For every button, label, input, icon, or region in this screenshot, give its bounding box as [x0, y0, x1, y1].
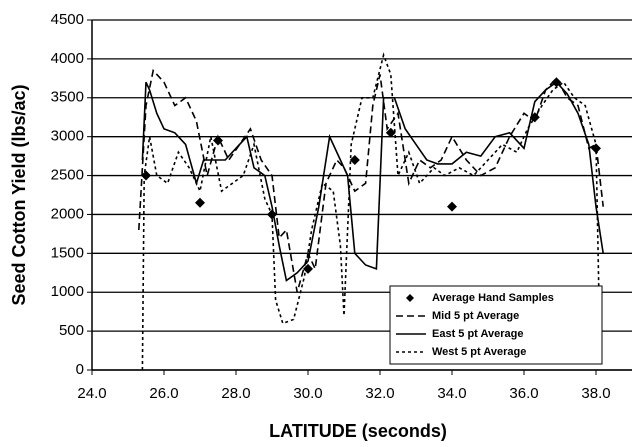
y-tick-label: 3000: [51, 128, 84, 145]
y-tick-label: 1000: [51, 283, 84, 300]
x-tick-label: 24.0: [77, 385, 106, 402]
x-tick-label: 30.0: [293, 385, 322, 402]
x-tick-label: 38.0: [581, 385, 610, 402]
y-tick-label: 1500: [51, 244, 84, 261]
marker: [349, 155, 360, 165]
y-tick-label: 0: [76, 361, 84, 378]
y-tick-label: 3500: [51, 89, 84, 106]
x-tick-label: 36.0: [509, 385, 538, 402]
x-tick-label: 28.0: [221, 385, 250, 402]
legend-swatch: [406, 294, 414, 302]
legend-label: East 5 pt Average: [432, 328, 524, 340]
y-tick-label: 2000: [51, 205, 84, 222]
marker: [303, 263, 313, 274]
y-tick-label: 4500: [51, 11, 84, 28]
x-axis-label: LATITUDE (seconds): [269, 421, 447, 441]
legend-label: Mid 5 pt Average: [432, 310, 519, 322]
legend-label: Average Hand Samples: [432, 292, 554, 304]
marker: [141, 170, 151, 181]
x-tick-label: 34.0: [437, 385, 466, 402]
legend: Average Hand Samples Mid 5 pt Average East…: [389, 285, 603, 365]
y-axis-label: Seed Cotton Yield (lbs/ac): [9, 84, 29, 305]
marker: [195, 197, 205, 208]
series-line: [141, 81, 604, 282]
marker: [447, 201, 457, 212]
y-tick-label: 500: [59, 322, 84, 339]
y-tick-label: 2500: [51, 167, 84, 184]
x-tick-label: 32.0: [365, 385, 394, 402]
x-tick-label: 26.0: [149, 385, 178, 402]
marker: [385, 127, 396, 138]
legend-label: West 5 pt Average: [432, 346, 526, 358]
legend-box: [389, 285, 603, 365]
y-tick-label: 4000: [51, 50, 84, 67]
